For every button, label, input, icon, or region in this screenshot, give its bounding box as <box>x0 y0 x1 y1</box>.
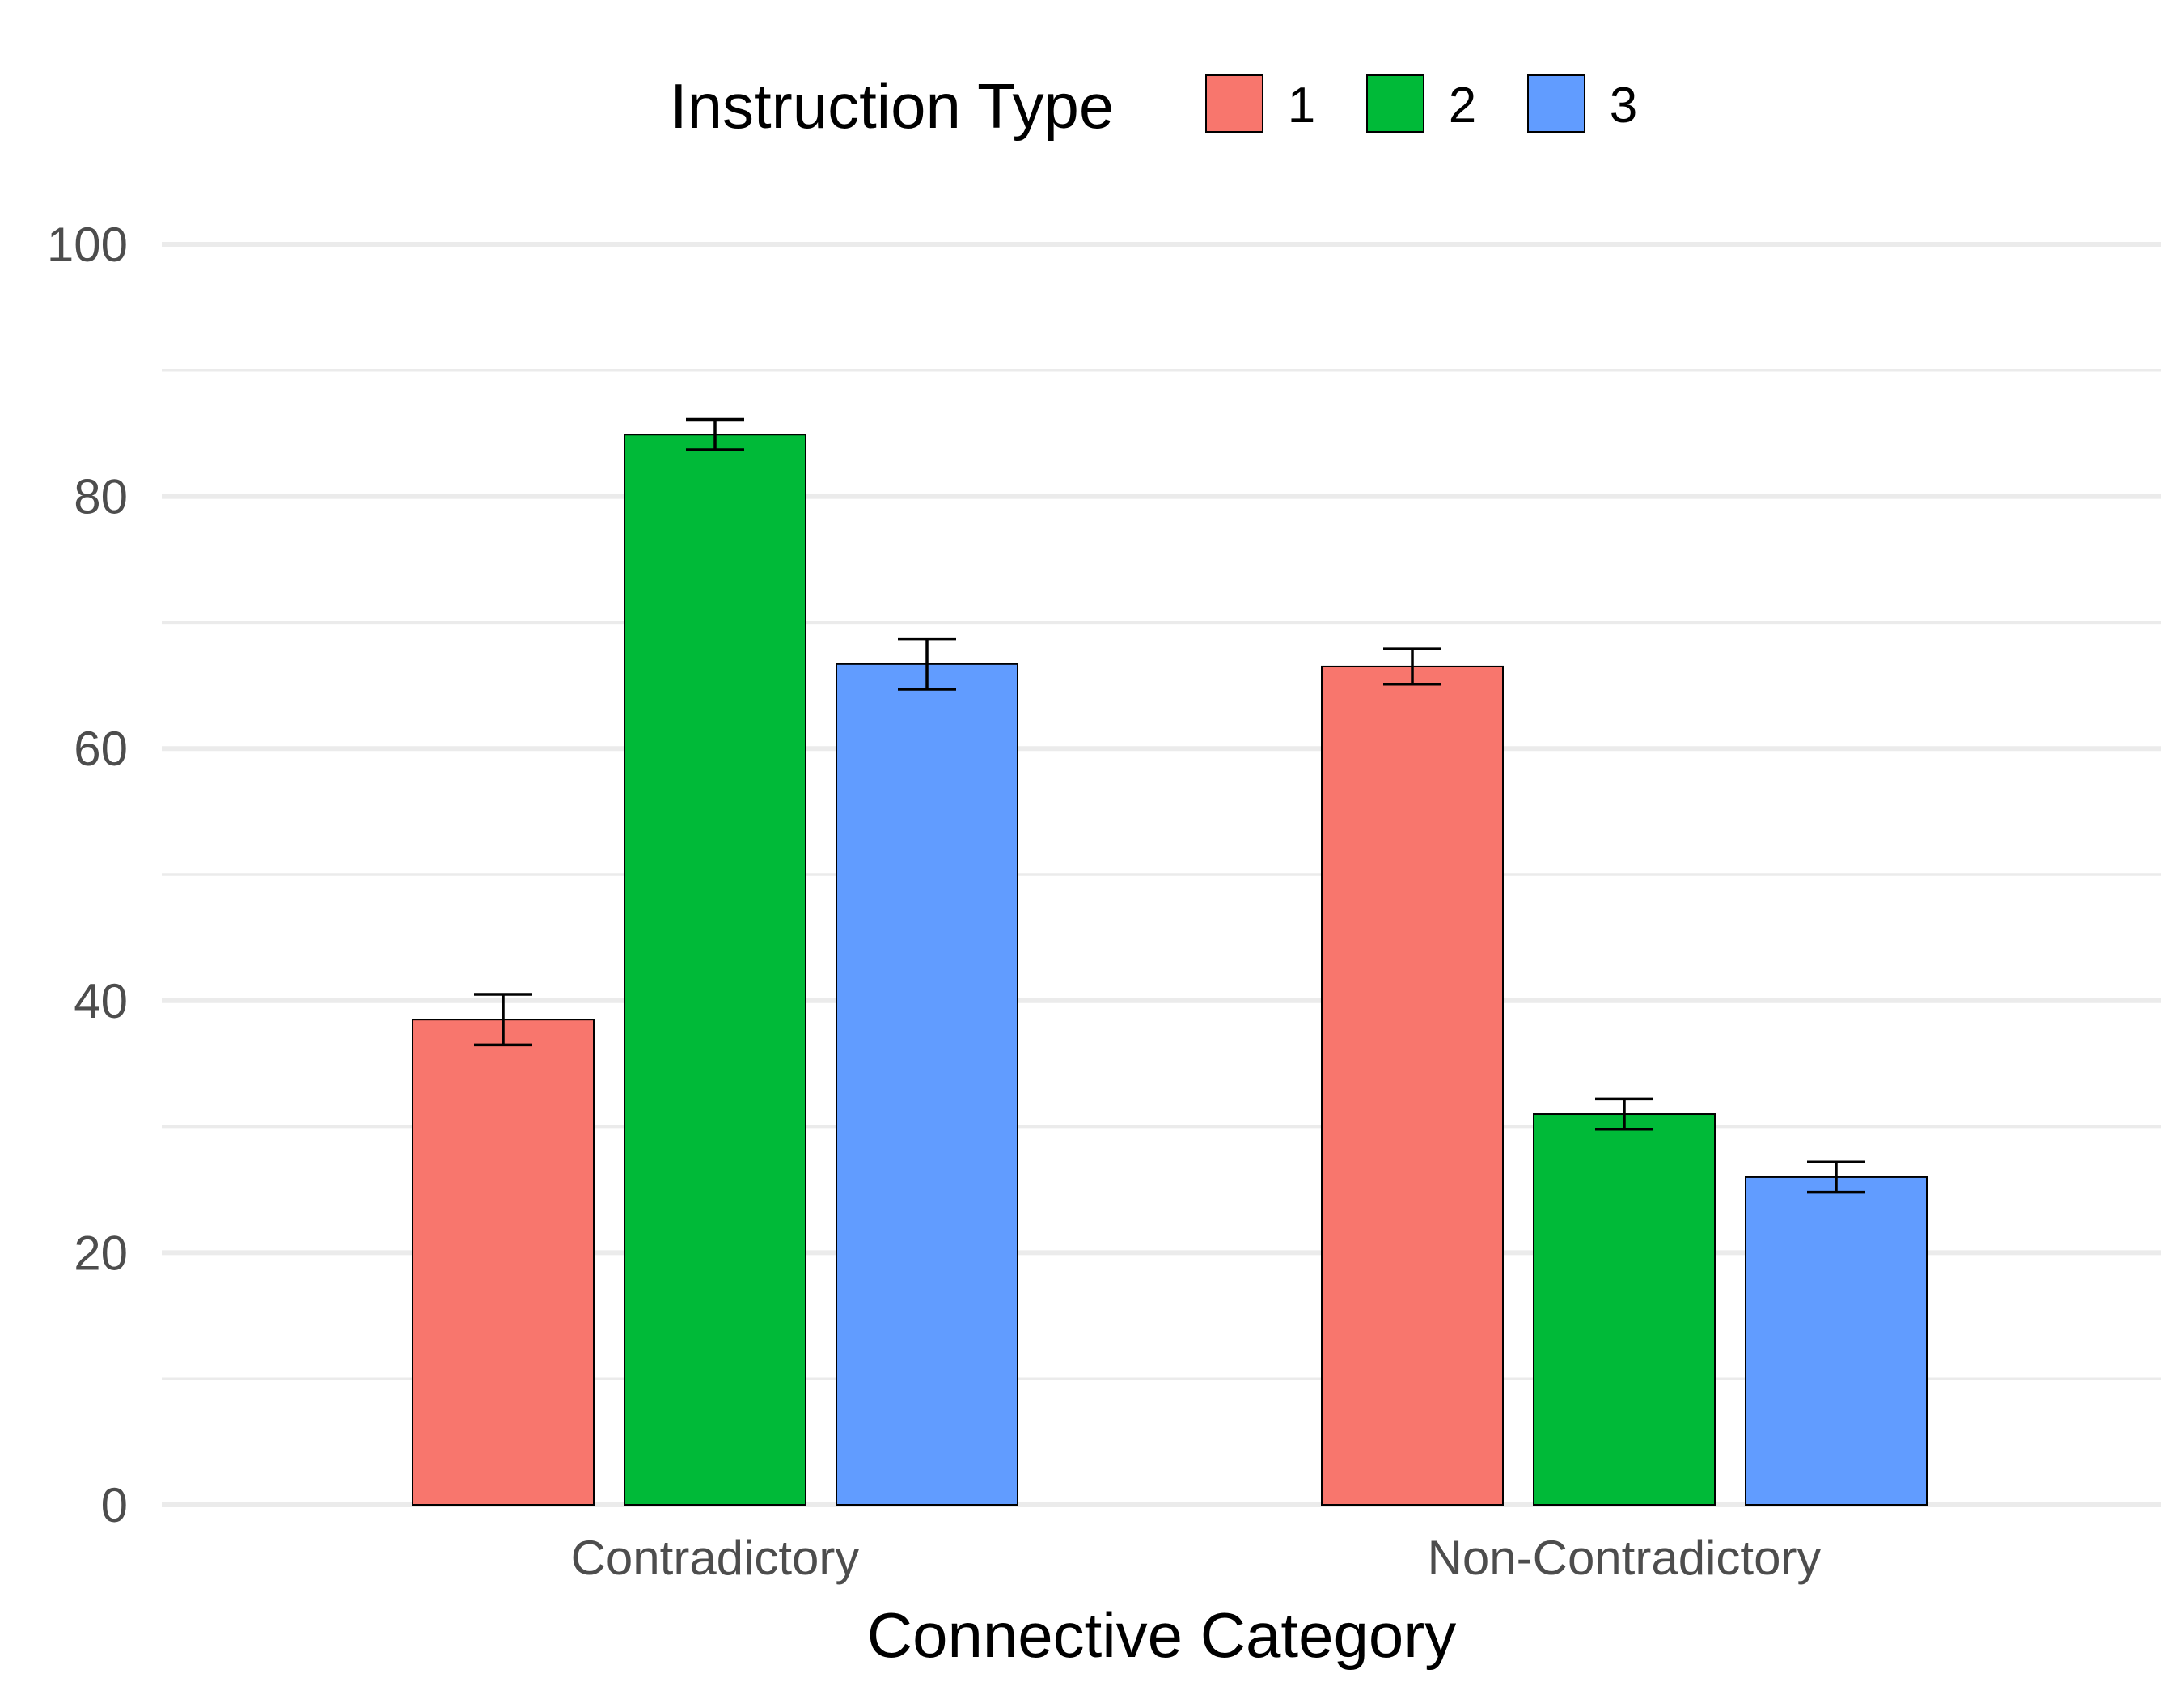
legend: Instruction Type 1 2 3 <box>670 70 1637 142</box>
y-tick-label: 80 <box>74 470 128 524</box>
legend-key <box>1205 74 1263 133</box>
error-bar <box>898 637 956 691</box>
error-bar <box>474 993 532 1047</box>
bar <box>412 1019 595 1506</box>
y-axis-tick-labels: 0 20 40 60 80 100 <box>47 218 128 1532</box>
bar <box>1321 665 1504 1506</box>
y-tick-label: 20 <box>74 1226 128 1280</box>
bar <box>1745 1176 1928 1506</box>
y-tick-label: 0 <box>101 1478 128 1532</box>
y-tick-label: 60 <box>74 722 128 776</box>
error-bar <box>1595 1097 1653 1131</box>
legend-key <box>1527 74 1585 133</box>
legend-key <box>1366 74 1424 133</box>
error-bar <box>1807 1160 1865 1194</box>
x-tick-label: Non-Contradictory <box>1428 1531 1822 1585</box>
x-axis-title: Connective Category <box>867 1599 1456 1671</box>
error-bar <box>686 417 744 451</box>
legend-label: 2 <box>1449 78 1476 133</box>
error-bar <box>1383 647 1441 686</box>
x-axis-tick-labels: Contradictory Non-Contradictory <box>571 1531 1822 1585</box>
legend-label: 3 <box>1610 78 1637 133</box>
bar <box>1533 1113 1716 1506</box>
bar <box>836 663 1018 1506</box>
legend-label: 1 <box>1288 78 1315 133</box>
bar <box>624 434 806 1506</box>
y-tick-label: 40 <box>74 974 128 1028</box>
bars <box>412 434 1928 1506</box>
y-tick-label: 100 <box>47 218 128 272</box>
legend-title: Instruction Type <box>670 70 1114 142</box>
error-bars <box>474 417 1865 1194</box>
x-tick-label: Contradictory <box>571 1531 860 1585</box>
